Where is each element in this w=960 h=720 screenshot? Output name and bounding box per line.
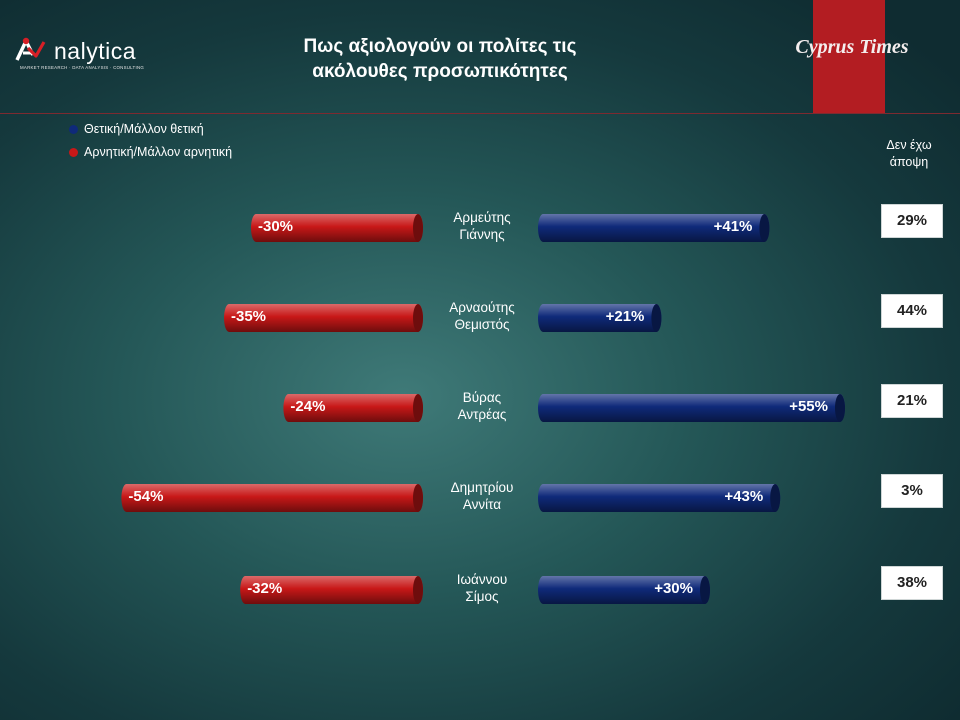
bar-label-positive: +30% — [654, 580, 693, 597]
analytica-logo: nalytica MARKET RESEARCH · DATA ANALYSIS… — [14, 36, 154, 76]
bar-positive — [538, 304, 662, 332]
category-label-line: Σίμος — [465, 589, 499, 604]
legend-label-positive: Θετική/Μάλλον θετική — [84, 122, 204, 136]
header-divider — [0, 113, 960, 114]
bar-label-negative: -32% — [247, 580, 283, 597]
bar-positive — [538, 484, 781, 512]
category-label-line: Δημητρίου — [450, 480, 514, 495]
bar-negative — [283, 394, 423, 422]
bar-label-negative: -54% — [128, 488, 164, 505]
bar-label-positive: +55% — [789, 398, 828, 415]
category-label-line: Αννίτα — [462, 497, 502, 512]
category-label-line: Βύρας — [462, 390, 502, 405]
title-line-2: ακόλουθες προσωπικότητες — [312, 61, 568, 82]
no-opinion-value: 3% — [881, 474, 943, 508]
bar-label-negative: -30% — [258, 218, 294, 235]
brand-name: Cyprus Times — [795, 36, 909, 58]
no-opinion-header-line-1: Δεν έχω — [886, 138, 932, 152]
bar-label-positive: +41% — [713, 218, 753, 235]
category-label-line: Θεμιστός — [454, 317, 510, 332]
category-label-line: Αντρέας — [457, 407, 507, 422]
logo-mark-icon — [15, 37, 46, 61]
no-opinion-value: 38% — [881, 566, 943, 600]
no-opinion-header-line-2: άποψη — [889, 155, 929, 169]
logo-name: nalytica — [54, 38, 136, 64]
brand-ribbon — [813, 0, 885, 114]
category-label: Δημητρίου Αννίτα — [427, 479, 537, 513]
no-opinion-value: 29% — [881, 204, 943, 238]
legend-item-positive: Θετική/Μάλλον θετική — [69, 122, 204, 136]
category-label: Ιωάννου Σίμος — [427, 571, 537, 605]
bar-label-positive: +43% — [724, 488, 764, 505]
bar-label-positive: +21% — [605, 308, 645, 325]
bar-label-negative: -35% — [231, 308, 267, 325]
logo-tagline: MARKET RESEARCH · DATA ANALYSIS · CONSUL… — [20, 65, 145, 70]
title-line-1: Πως αξιολογούν οι πολίτες τις — [303, 36, 577, 57]
legend-item-negative: Αρνητική/Μάλλον αρνητική — [69, 145, 232, 159]
category-label-line: Αρμεύτης — [453, 210, 511, 225]
bar-positive — [538, 214, 770, 243]
bar-negative — [121, 484, 424, 512]
category-label: Αρναούτης Θεμιστός — [427, 299, 537, 333]
bar-positive — [538, 576, 710, 604]
bar-negative — [224, 304, 423, 332]
bar-negative — [251, 214, 423, 242]
category-label-line: Αρναούτης — [449, 300, 515, 315]
legend-dot-positive — [69, 124, 78, 134]
category-label-line: Ιωάννου — [456, 572, 508, 587]
category-label: Αρμεύτης Γιάννης — [427, 209, 537, 243]
no-opinion-header: Δεν έχω άποψη — [872, 137, 946, 171]
bar-negative — [240, 576, 423, 604]
no-opinion-value: 44% — [881, 294, 943, 328]
bar-positive — [538, 394, 845, 422]
no-opinion-value: 21% — [881, 384, 943, 418]
chart-title: Πως αξιολογούν οι πολίτες τις ακόλουθες … — [270, 34, 610, 84]
category-label-line: Γιάννης — [459, 227, 505, 242]
category-label: Βύρας Αντρέας — [427, 389, 537, 423]
legend-label-negative: Αρνητική/Μάλλον αρνητική — [84, 145, 233, 159]
legend-dot-negative — [69, 147, 78, 157]
bar-label-negative: -24% — [290, 398, 326, 415]
